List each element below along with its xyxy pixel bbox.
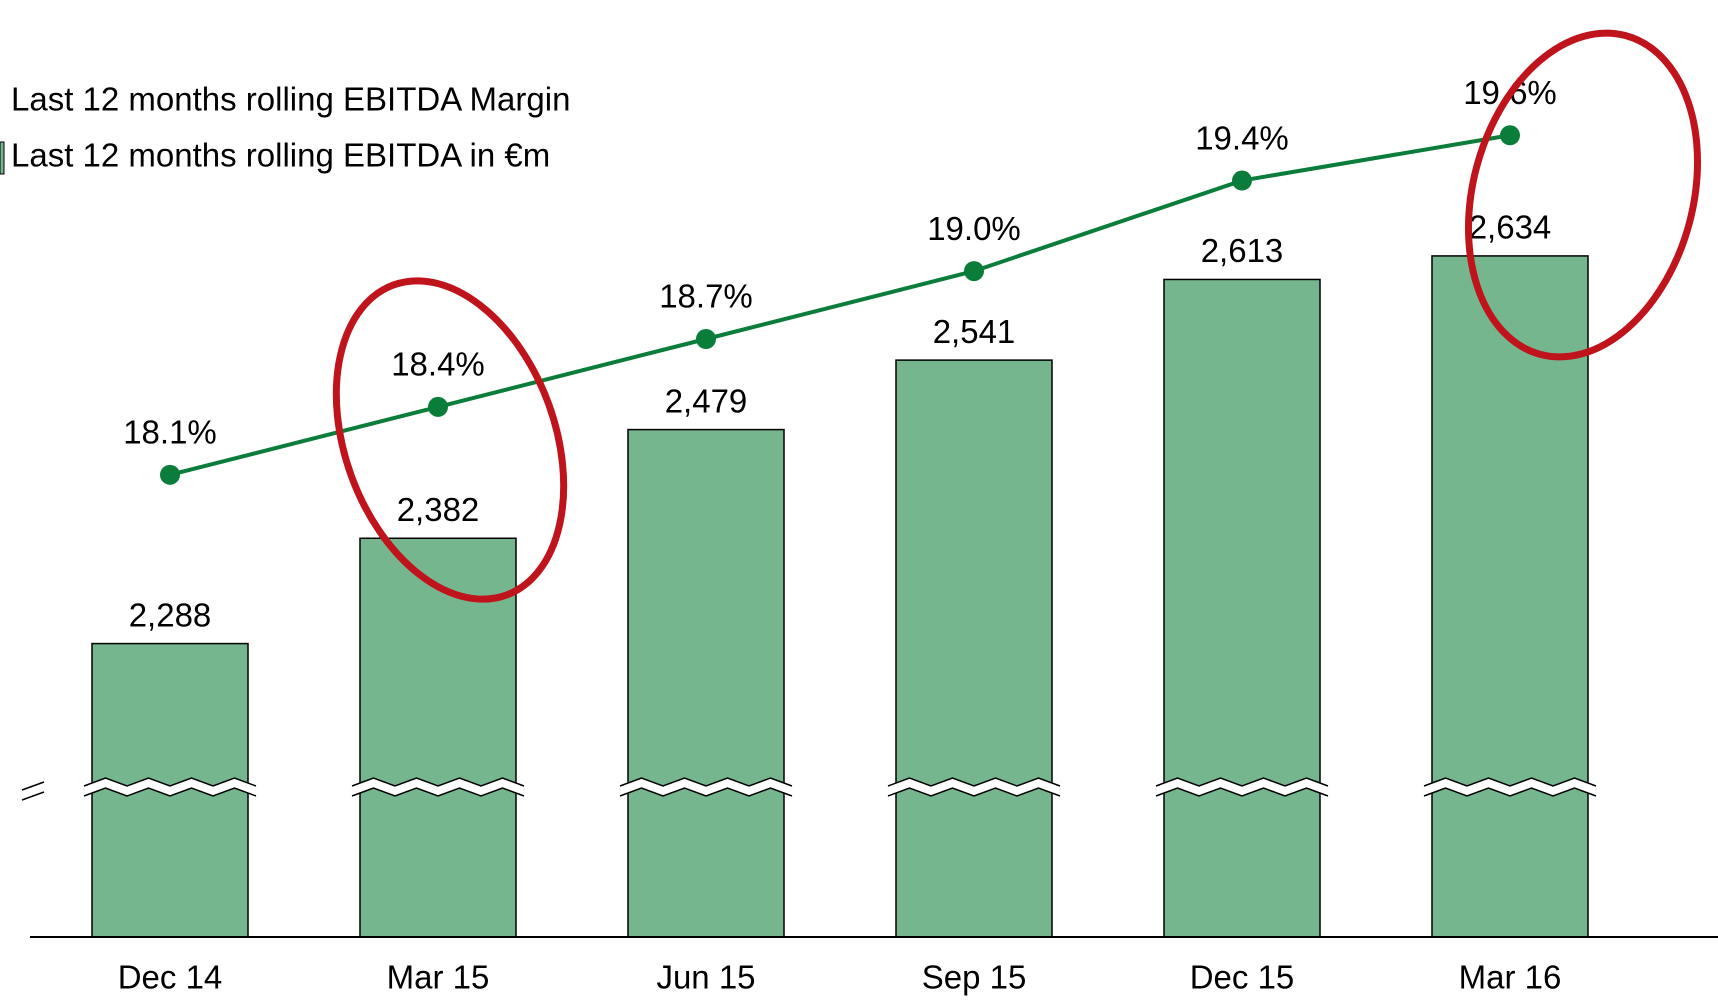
axis-break-sign <box>21 781 45 801</box>
x-tick-label: Dec 15 <box>1190 959 1295 996</box>
bar <box>1431 255 1589 938</box>
axis-break <box>83 787 257 797</box>
axis-break <box>1155 787 1329 797</box>
axis-break <box>351 787 525 797</box>
data-label: 18.7% <box>659 278 753 315</box>
data-label: 18.4% <box>391 346 485 383</box>
line-marker <box>1232 170 1252 191</box>
x-tick-label: Sep 15 <box>922 959 1027 996</box>
axis-break-gap <box>620 778 792 796</box>
data-label: 2,613 <box>1201 232 1284 269</box>
axis-break <box>1423 777 1597 787</box>
axis-break <box>619 787 793 797</box>
line <box>169 133 1511 477</box>
legend-label: Last 12 months rolling EBITDA in €m <box>11 137 550 174</box>
data-label: 19.4% <box>1195 119 1289 156</box>
x-tick-label: Mar 16 <box>1459 959 1562 996</box>
data-label: 2,479 <box>665 382 748 419</box>
legend-label: Last 12 months rolling EBITDA Margin <box>11 81 570 118</box>
axis-break <box>887 777 1061 787</box>
data-label: 18.1% <box>123 414 217 451</box>
axis-break-gap <box>888 778 1060 796</box>
data-label: 2,288 <box>129 596 212 633</box>
data-label: 2,541 <box>933 313 1016 350</box>
axis-break-gap <box>84 778 256 796</box>
axis-break <box>619 777 793 787</box>
axis-break-gap <box>352 778 524 796</box>
bar <box>627 428 785 938</box>
axis-break <box>1423 787 1597 797</box>
data-label: 2,382 <box>397 491 480 528</box>
axis-break <box>887 787 1061 797</box>
x-tick-label: Jun 15 <box>656 959 755 996</box>
axis-break <box>1155 777 1329 787</box>
x-tick-label: Dec 14 <box>118 959 223 996</box>
axis-break-gap <box>1156 778 1328 796</box>
bar <box>895 359 1053 938</box>
plot: 2,288 2,382 2,479 2,541 2,613 2,634 18.1% 18.4%… <box>0 74 1718 996</box>
highlight-circle <box>332 277 568 603</box>
axis-break <box>351 777 525 787</box>
bar <box>359 537 517 938</box>
line-marker <box>964 261 984 282</box>
axis-break <box>83 777 257 787</box>
bar <box>1163 278 1321 938</box>
axis-break-gap <box>1424 778 1596 796</box>
line-marker <box>428 396 448 417</box>
line-marker <box>696 329 716 349</box>
data-label: 19.0% <box>927 210 1021 247</box>
legend-swatch <box>0 141 5 175</box>
line-marker <box>1500 125 1520 146</box>
line-marker <box>160 464 180 485</box>
highlight-circle <box>1464 29 1702 361</box>
data-label: 2,634 <box>1469 209 1552 246</box>
x-tick-label: Mar 15 <box>387 959 490 996</box>
